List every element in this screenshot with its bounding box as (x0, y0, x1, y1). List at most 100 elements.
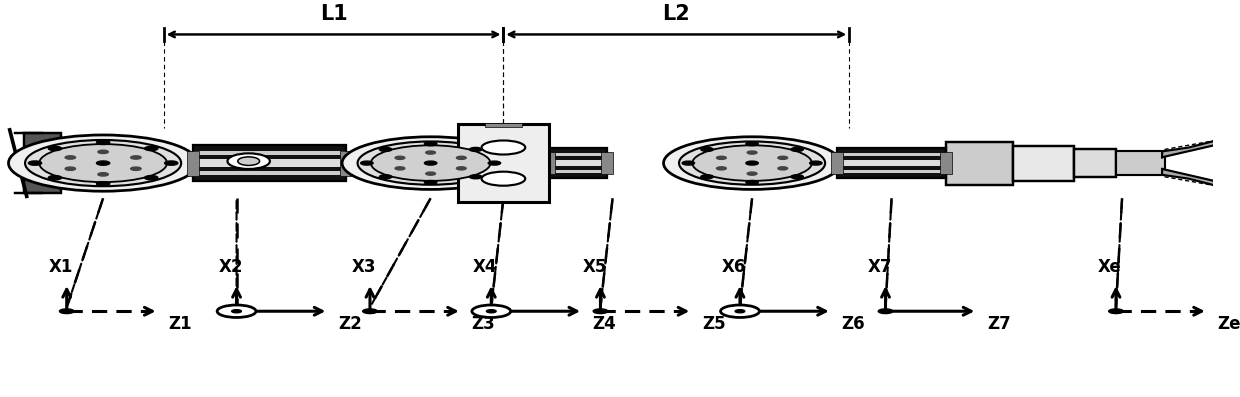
Circle shape (217, 305, 255, 318)
Bar (946, 142, 1013, 185)
Text: X7: X7 (867, 258, 892, 276)
Circle shape (489, 161, 501, 165)
Text: Z7: Z7 (987, 315, 1011, 333)
Circle shape (48, 146, 62, 150)
Bar (549, 170, 608, 173)
Bar (399, 153, 458, 156)
Circle shape (424, 161, 436, 165)
Text: X3: X3 (352, 258, 376, 276)
Ellipse shape (9, 135, 197, 191)
Bar (187, 150, 198, 175)
Ellipse shape (692, 145, 812, 181)
Bar (193, 151, 346, 155)
Ellipse shape (663, 137, 841, 189)
Text: Z3: Z3 (471, 315, 495, 333)
Bar (549, 148, 608, 178)
Circle shape (232, 310, 242, 313)
Circle shape (424, 142, 436, 146)
Circle shape (701, 147, 713, 151)
Text: Z5: Z5 (702, 315, 725, 333)
Bar (399, 160, 458, 166)
Circle shape (481, 172, 526, 186)
Text: Z4: Z4 (593, 315, 616, 333)
Polygon shape (1162, 140, 1219, 157)
Circle shape (424, 181, 436, 185)
Ellipse shape (227, 153, 270, 169)
Ellipse shape (40, 144, 167, 182)
Text: Z1: Z1 (169, 315, 192, 333)
Text: L1: L1 (320, 4, 347, 23)
Circle shape (98, 173, 108, 176)
Bar (543, 152, 556, 174)
Bar (485, 123, 522, 127)
Circle shape (470, 175, 482, 179)
Bar (837, 148, 946, 178)
Circle shape (97, 140, 109, 145)
Circle shape (777, 156, 787, 160)
Bar (193, 145, 346, 181)
Circle shape (746, 142, 759, 146)
Circle shape (165, 161, 177, 165)
Circle shape (396, 167, 404, 170)
Circle shape (425, 172, 435, 175)
Ellipse shape (371, 145, 490, 181)
Circle shape (130, 156, 141, 159)
Text: X2: X2 (218, 258, 243, 276)
Text: Xe: Xe (1099, 258, 1122, 276)
Ellipse shape (238, 157, 259, 166)
Bar (837, 153, 946, 156)
Bar (193, 159, 346, 167)
Circle shape (66, 167, 76, 170)
Circle shape (456, 167, 466, 170)
Circle shape (470, 147, 482, 151)
Ellipse shape (342, 137, 520, 189)
Circle shape (98, 150, 108, 154)
Circle shape (777, 167, 787, 170)
Text: Z2: Z2 (339, 315, 362, 333)
Bar (193, 145, 346, 181)
Circle shape (1109, 309, 1123, 314)
Circle shape (130, 167, 141, 170)
Circle shape (746, 181, 759, 185)
Bar (193, 171, 346, 175)
Circle shape (878, 309, 893, 314)
Text: Ze: Ze (1218, 315, 1240, 333)
Bar (1013, 146, 1074, 181)
Circle shape (97, 161, 109, 165)
Circle shape (145, 146, 157, 150)
Circle shape (791, 147, 804, 151)
Text: L2: L2 (662, 4, 691, 23)
Circle shape (97, 182, 109, 186)
Ellipse shape (680, 141, 825, 185)
Bar (831, 152, 843, 174)
Bar (399, 170, 458, 173)
Circle shape (66, 156, 76, 159)
Bar (340, 150, 352, 175)
Circle shape (472, 305, 511, 318)
Circle shape (379, 147, 392, 151)
Text: X4: X4 (472, 258, 497, 276)
Circle shape (481, 141, 526, 154)
Circle shape (720, 305, 759, 318)
Ellipse shape (25, 140, 181, 186)
Circle shape (456, 156, 466, 160)
Bar (837, 160, 946, 166)
Circle shape (379, 175, 392, 179)
Circle shape (701, 175, 713, 179)
Ellipse shape (357, 141, 503, 185)
Text: X1: X1 (48, 258, 73, 276)
Bar (940, 152, 952, 174)
Bar (549, 148, 608, 178)
Bar (837, 170, 946, 173)
Circle shape (396, 156, 404, 160)
Bar (458, 124, 549, 202)
Circle shape (593, 309, 608, 314)
Bar (399, 148, 458, 178)
Circle shape (748, 151, 756, 154)
Circle shape (362, 309, 377, 314)
Bar (1074, 149, 1116, 177)
Text: Z6: Z6 (842, 315, 866, 333)
Circle shape (791, 175, 804, 179)
Circle shape (717, 167, 727, 170)
Bar (601, 152, 614, 174)
